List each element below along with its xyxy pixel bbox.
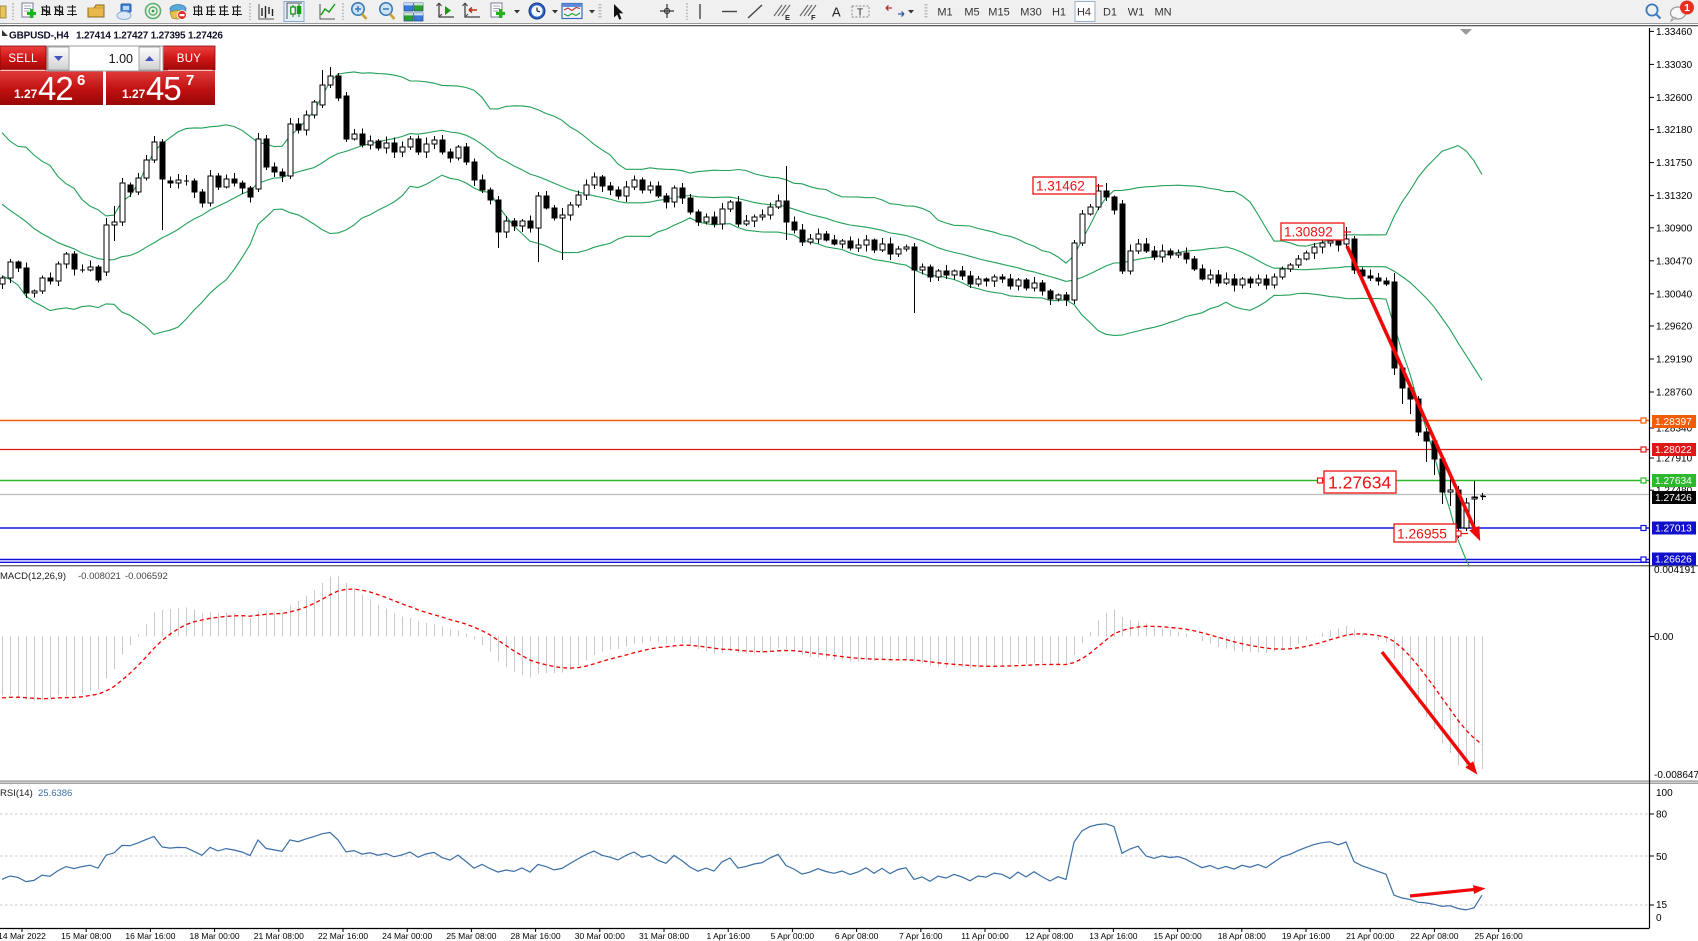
svg-text:H4: H4 — [1077, 7, 1091, 19]
svg-text:45: 45 — [146, 70, 181, 107]
svg-text:RSI(14): RSI(14) — [0, 788, 33, 799]
svg-text:1.33460: 1.33460 — [1656, 27, 1693, 38]
svg-text:SELL: SELL — [8, 53, 38, 65]
svg-text:0.00: 0.00 — [1654, 632, 1674, 643]
svg-text:16 Mar 16:00: 16 Mar 16:00 — [125, 931, 175, 941]
svg-text:-0.006592: -0.006592 — [125, 571, 168, 582]
svg-text:25.6386: 25.6386 — [38, 788, 72, 799]
svg-text:13 Apr 16:00: 13 Apr 16:00 — [1089, 931, 1137, 941]
svg-text:1: 1 — [1684, 2, 1690, 14]
svg-text:-0.008647: -0.008647 — [1654, 770, 1698, 781]
svg-text:1.30892: 1.30892 — [1284, 225, 1333, 240]
svg-text:M15: M15 — [988, 7, 1009, 19]
svg-text:1.27910: 1.27910 — [1656, 454, 1693, 465]
svg-text:1.31462: 1.31462 — [1036, 179, 1085, 194]
svg-text:1.28760: 1.28760 — [1656, 388, 1693, 399]
svg-text:22 Apr 08:00: 22 Apr 08:00 — [1410, 931, 1458, 941]
svg-text:MACD(12,26,9): MACD(12,26,9) — [0, 571, 66, 582]
svg-text:21 Mar 08:00: 21 Mar 08:00 — [254, 931, 304, 941]
svg-text:6 Apr 08:00: 6 Apr 08:00 — [835, 931, 879, 941]
svg-text:5 Apr 00:00: 5 Apr 00:00 — [771, 931, 815, 941]
svg-text:1.27426: 1.27426 — [1655, 493, 1692, 504]
svg-text:12 Apr 08:00: 12 Apr 08:00 — [1025, 931, 1073, 941]
svg-text:28 Mar 16:00: 28 Mar 16:00 — [511, 931, 561, 941]
svg-text:1.32600: 1.32600 — [1656, 93, 1693, 104]
svg-text:1.27013: 1.27013 — [1655, 524, 1692, 535]
svg-text:1 Apr 16:00: 1 Apr 16:00 — [706, 931, 750, 941]
svg-text:1.29620: 1.29620 — [1656, 322, 1693, 333]
svg-text:30 Mar 00:00: 30 Mar 00:00 — [575, 931, 625, 941]
svg-text:0: 0 — [1656, 913, 1662, 924]
svg-text:E: E — [785, 13, 790, 22]
svg-text:22 Mar 16:00: 22 Mar 16:00 — [318, 931, 368, 941]
svg-text:D1: D1 — [1103, 7, 1117, 19]
svg-text:1.28397: 1.28397 — [1655, 417, 1692, 428]
svg-text:50: 50 — [1656, 852, 1668, 863]
svg-text:M1: M1 — [937, 7, 952, 19]
svg-text:1.27414 1.27427 1.27395 1.2742: 1.27414 1.27427 1.27395 1.27426 — [76, 31, 223, 42]
svg-text:MN: MN — [1154, 7, 1171, 19]
svg-text:100: 100 — [1656, 788, 1673, 799]
svg-text:1.30470: 1.30470 — [1656, 256, 1693, 267]
svg-text:GBPUSD-,H4: GBPUSD-,H4 — [9, 31, 69, 42]
svg-text:A: A — [832, 5, 841, 20]
svg-text:6: 6 — [77, 72, 85, 89]
svg-text:1.30900: 1.30900 — [1656, 223, 1693, 234]
svg-text:1.26626: 1.26626 — [1655, 555, 1692, 566]
svg-text:18 Mar 00:00: 18 Mar 00:00 — [190, 931, 240, 941]
svg-text:1.31320: 1.31320 — [1656, 191, 1693, 202]
svg-text:1.28022: 1.28022 — [1655, 445, 1692, 456]
svg-text:BUY: BUY — [177, 53, 202, 65]
svg-text:F: F — [811, 13, 816, 22]
svg-text:14 Mar 2022: 14 Mar 2022 — [0, 931, 46, 941]
svg-text:15 Apr 00:00: 15 Apr 00:00 — [1153, 931, 1201, 941]
svg-text:1.27: 1.27 — [14, 87, 38, 101]
svg-text:80: 80 — [1656, 810, 1668, 821]
svg-text:31 Mar 08:00: 31 Mar 08:00 — [639, 931, 689, 941]
svg-text:1.27: 1.27 — [122, 87, 146, 101]
svg-text:1.33030: 1.33030 — [1656, 60, 1693, 71]
svg-text:1.00: 1.00 — [109, 52, 133, 66]
svg-text:1.29190: 1.29190 — [1656, 355, 1693, 366]
svg-text:15: 15 — [1656, 900, 1668, 911]
svg-text:1.32180: 1.32180 — [1656, 125, 1693, 136]
svg-text:-0.008021: -0.008021 — [78, 571, 121, 582]
svg-text:24 Mar 00:00: 24 Mar 00:00 — [382, 931, 432, 941]
svg-text:11 Apr 00:00: 11 Apr 00:00 — [961, 931, 1009, 941]
svg-text:1.27634: 1.27634 — [1328, 473, 1392, 493]
svg-text:0.004191: 0.004191 — [1654, 565, 1696, 576]
svg-text:21 Apr 00:00: 21 Apr 00:00 — [1346, 931, 1394, 941]
svg-text:1.30040: 1.30040 — [1656, 289, 1693, 300]
svg-text:7: 7 — [186, 72, 194, 89]
svg-text:42: 42 — [38, 70, 73, 107]
svg-text:7 Apr 16:00: 7 Apr 16:00 — [899, 931, 943, 941]
svg-text:H1: H1 — [1052, 7, 1066, 19]
svg-text:M5: M5 — [964, 7, 979, 19]
svg-text:1.26955: 1.26955 — [1397, 527, 1447, 542]
svg-text:1.27634: 1.27634 — [1655, 476, 1692, 487]
svg-text:15 Mar 08:00: 15 Mar 08:00 — [61, 931, 111, 941]
svg-text:25 Apr 16:00: 25 Apr 16:00 — [1474, 931, 1522, 941]
svg-text:T: T — [857, 8, 863, 19]
svg-text:W1: W1 — [1128, 7, 1145, 19]
svg-text:1.28340: 1.28340 — [1656, 424, 1693, 435]
svg-text:18 Apr 08:00: 18 Apr 08:00 — [1218, 931, 1266, 941]
svg-text:25 Mar 08:00: 25 Mar 08:00 — [446, 931, 496, 941]
svg-text:M30: M30 — [1020, 7, 1041, 19]
svg-text:1.31750: 1.31750 — [1656, 158, 1693, 169]
svg-text:19 Apr 16:00: 19 Apr 16:00 — [1282, 931, 1330, 941]
